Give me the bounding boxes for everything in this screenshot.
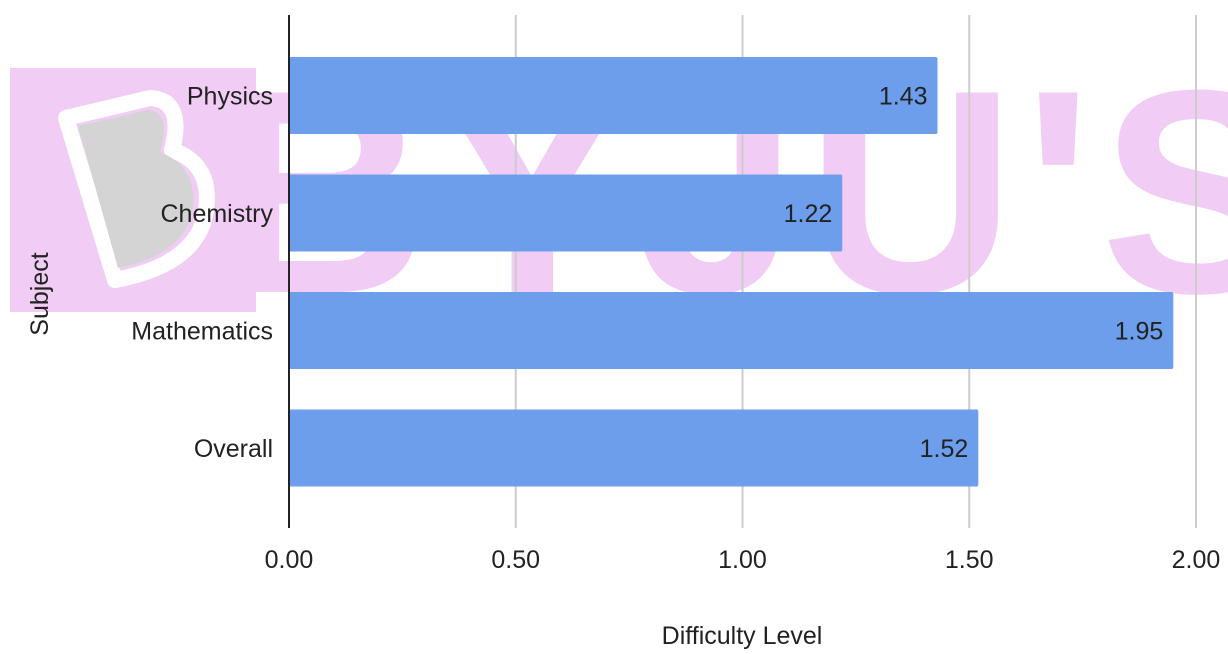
y-tick-labels: Physics Chemistry Mathematics Overall — [131, 83, 273, 464]
bar-chemistry — [289, 174, 843, 252]
x-tick-label-0: 0.00 — [265, 546, 314, 574]
data-label-physics: 1.43 — [879, 83, 928, 111]
x-axis-title: Difficulty Level — [662, 622, 823, 649]
data-label-chemistry: 1.22 — [784, 200, 833, 228]
y-tick-label-mathematics: Mathematics — [131, 318, 273, 346]
y-tick-label-chemistry: Chemistry — [160, 200, 273, 228]
watermark-logo-b-fill — [78, 110, 194, 268]
bar-overall — [289, 409, 979, 487]
bar-mathematics — [289, 292, 1174, 369]
x-tick-labels: 0.00 0.50 1.00 1.50 2.00 — [265, 546, 1221, 574]
bar-physics — [289, 57, 938, 134]
x-tick-label-3: 1.50 — [945, 546, 994, 574]
x-tick-label-4: 2.00 — [1172, 546, 1221, 574]
y-tick-label-physics: Physics — [187, 83, 273, 111]
watermark-logo-b-shape — [58, 90, 215, 288]
data-labels: 1.43 1.22 1.95 1.52 — [784, 83, 1164, 464]
data-label-overall: 1.52 — [920, 435, 969, 463]
bars — [289, 57, 1174, 487]
x-tick-label-2: 1.00 — [718, 546, 767, 574]
data-label-mathematics: 1.95 — [1115, 318, 1164, 346]
y-axis-title: Subject — [26, 252, 54, 335]
x-tick-label-1: 0.50 — [491, 546, 540, 574]
y-tick-label-overall: Overall — [194, 435, 273, 463]
